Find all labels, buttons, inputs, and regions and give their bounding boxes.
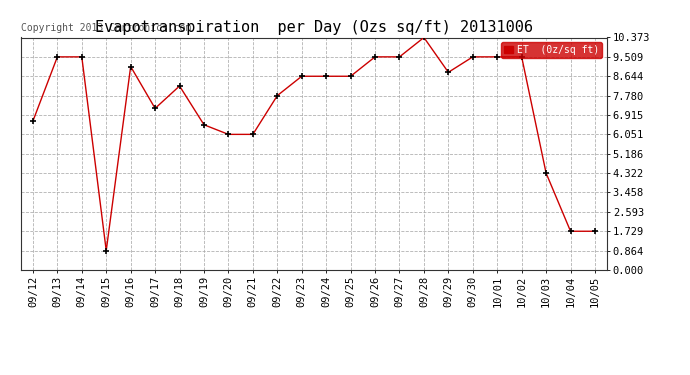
Title: Evapotranspiration  per Day (Ozs sq/ft) 20131006: Evapotranspiration per Day (Ozs sq/ft) 2… <box>95 20 533 35</box>
Legend: ET  (0z/sq ft): ET (0z/sq ft) <box>501 42 602 58</box>
Text: Copyright 2013 Cartronics.com: Copyright 2013 Cartronics.com <box>21 23 191 33</box>
